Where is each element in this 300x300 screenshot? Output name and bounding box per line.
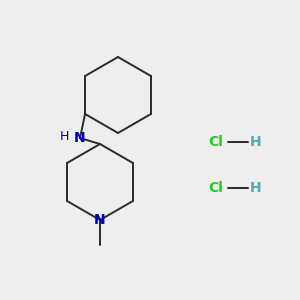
Text: Cl: Cl [208, 181, 223, 195]
Text: N: N [94, 213, 106, 227]
Text: H: H [59, 130, 69, 143]
Text: H: H [250, 135, 262, 149]
Text: H: H [250, 181, 262, 195]
Text: N: N [74, 131, 86, 145]
Text: Cl: Cl [208, 135, 223, 149]
